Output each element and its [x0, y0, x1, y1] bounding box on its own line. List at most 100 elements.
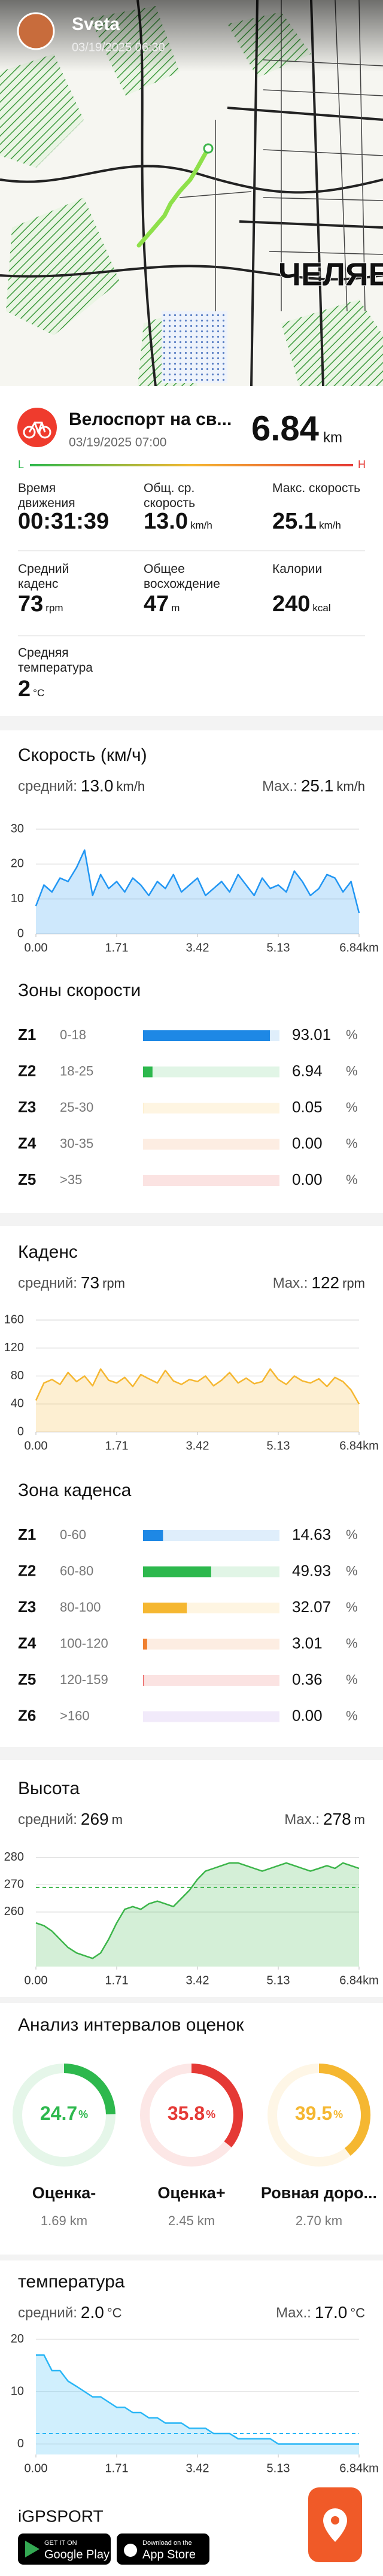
stat-value: 73 rpm — [18, 591, 63, 617]
zone-name: Z4 — [18, 1634, 37, 1652]
zone-name: Z2 — [18, 1561, 36, 1579]
average: средний: 13.0 km/h — [18, 776, 145, 795]
area-fill — [36, 2354, 359, 2454]
zone-unit: % — [346, 1600, 358, 1615]
zone-name: Z3 — [18, 1598, 36, 1616]
x-tick-label: 3.42 — [186, 1439, 209, 1452]
badge-small-text: Download on the — [142, 2539, 192, 2547]
zone-bar — [143, 1639, 147, 1650]
zone-track — [143, 1639, 279, 1650]
zone-name: Z1 — [18, 1025, 36, 1043]
donut-arc — [318, 2064, 370, 2156]
zone-bar — [143, 1675, 144, 1686]
donut-value: 35.8% — [168, 2102, 215, 2124]
zone-value: 32.07 — [292, 1598, 331, 1616]
map-water — [162, 311, 227, 383]
activity-date: 03/19/2025 07:00 — [69, 436, 167, 450]
x-tick-label: 1.71 — [105, 1974, 129, 1987]
zone-unit: % — [346, 1100, 358, 1115]
y-tick-label: 30 — [11, 822, 24, 835]
stat-number: 47 — [144, 591, 169, 617]
stat: Общее восхождение — [144, 562, 224, 591]
x-tick-label: 3.42 — [186, 941, 209, 954]
area-fill — [36, 1369, 359, 1432]
high-marker: H — [358, 459, 366, 471]
text-part: 39.5 — [295, 2102, 332, 2124]
bike-glyph — [23, 421, 51, 439]
line — [35, 849, 360, 914]
zone-range: 0-60 — [60, 1527, 86, 1542]
average: средний: 269 m — [18, 1810, 123, 1828]
activity-title: Велоспорт на св... — [69, 409, 232, 429]
x-tick-label: 0.00 — [25, 941, 48, 954]
zone-name: Z2 — [18, 1061, 36, 1079]
interval-name: Оценка- — [32, 2184, 96, 2202]
x-tick-label: 5.13 — [267, 1974, 290, 1987]
section-title: Зоны скорости — [18, 981, 141, 1000]
zone-range: 30-35 — [60, 1136, 93, 1151]
map-forest — [281, 299, 383, 386]
low-marker: L — [18, 459, 24, 471]
map[interactable]: ЧЕЛЯБИН — [0, 0, 383, 387]
pin-hole — [331, 2516, 339, 2525]
text-part: km/h — [336, 779, 365, 794]
y-tick-label: 10 — [11, 892, 24, 905]
area-fill — [36, 850, 359, 934]
stat: Средний каденс — [18, 562, 99, 591]
avatar[interactable] — [17, 12, 55, 50]
zone-track — [143, 1066, 279, 1078]
text-part: 24.7 — [40, 2102, 77, 2124]
zone-bar — [143, 1530, 163, 1541]
section-title: температура — [18, 2272, 125, 2292]
stat-value: 47 m — [144, 591, 180, 617]
google-play-badge[interactable] — [18, 2533, 111, 2565]
y-tick-label: 20 — [11, 2332, 24, 2346]
text-part: 73 — [81, 1273, 99, 1292]
stat-number: 00:31:39 — [18, 509, 110, 534]
y-tick-label: 120 — [4, 1341, 24, 1354]
zone-value: 6.94 — [292, 1061, 323, 1079]
line — [35, 1862, 360, 1959]
text-part: 13.0 — [81, 776, 114, 795]
x-tick-label: 6.84km — [339, 1974, 379, 1987]
app-store-badge[interactable] — [117, 2533, 209, 2565]
zone-name: Z6 — [18, 1706, 36, 1724]
text-part: rpm — [342, 1276, 365, 1291]
zone-name: Z4 — [18, 1134, 37, 1152]
route-start — [203, 143, 214, 154]
stat: Калории — [272, 562, 377, 577]
maximum: Max.: 25.1 km/h — [262, 776, 365, 795]
stat-value: 25.1 km/h — [272, 509, 341, 535]
badge-small-text: GET IT ON — [44, 2539, 77, 2547]
zone-value: 0.00 — [292, 1706, 323, 1724]
text-part: 35.8 — [168, 2102, 205, 2124]
text-part: Max.: — [284, 1812, 320, 1828]
zone-track — [143, 1139, 279, 1150]
stat-unit: m — [171, 602, 180, 614]
text-part: средний: — [18, 2305, 77, 2321]
zone-bar — [143, 1566, 211, 1577]
user-name: Sveta — [72, 14, 120, 34]
y-tick-label: 280 — [4, 1850, 24, 1864]
zone-unit: % — [346, 1563, 358, 1578]
badge-text: Google Play — [44, 2548, 110, 2561]
text-part: % — [78, 2108, 88, 2120]
zone-unit: % — [346, 1063, 358, 1078]
y-tick-label: 260 — [4, 1905, 24, 1918]
text-part: Max.: — [273, 1275, 308, 1291]
stat-unit: kcal — [312, 602, 331, 614]
text-part: °C — [350, 2305, 365, 2320]
y-tick-label: 160 — [4, 1313, 24, 1326]
average: средний: 73 rpm — [18, 1273, 125, 1292]
brand: iGPSPORT — [18, 2507, 104, 2525]
content-background — [0, 386, 383, 2576]
stat: Средняя температура — [18, 645, 99, 675]
map-forest — [0, 54, 84, 168]
section-gap — [0, 2255, 383, 2261]
stat-number: 13.0 — [144, 509, 188, 534]
x-tick-label: 0.00 — [25, 1974, 48, 1987]
map-shade — [0, 0, 383, 72]
stat-number: 25.1 — [272, 509, 317, 534]
zone-unit: % — [346, 1708, 358, 1723]
stat-value: 13.0 km/h — [144, 509, 212, 535]
